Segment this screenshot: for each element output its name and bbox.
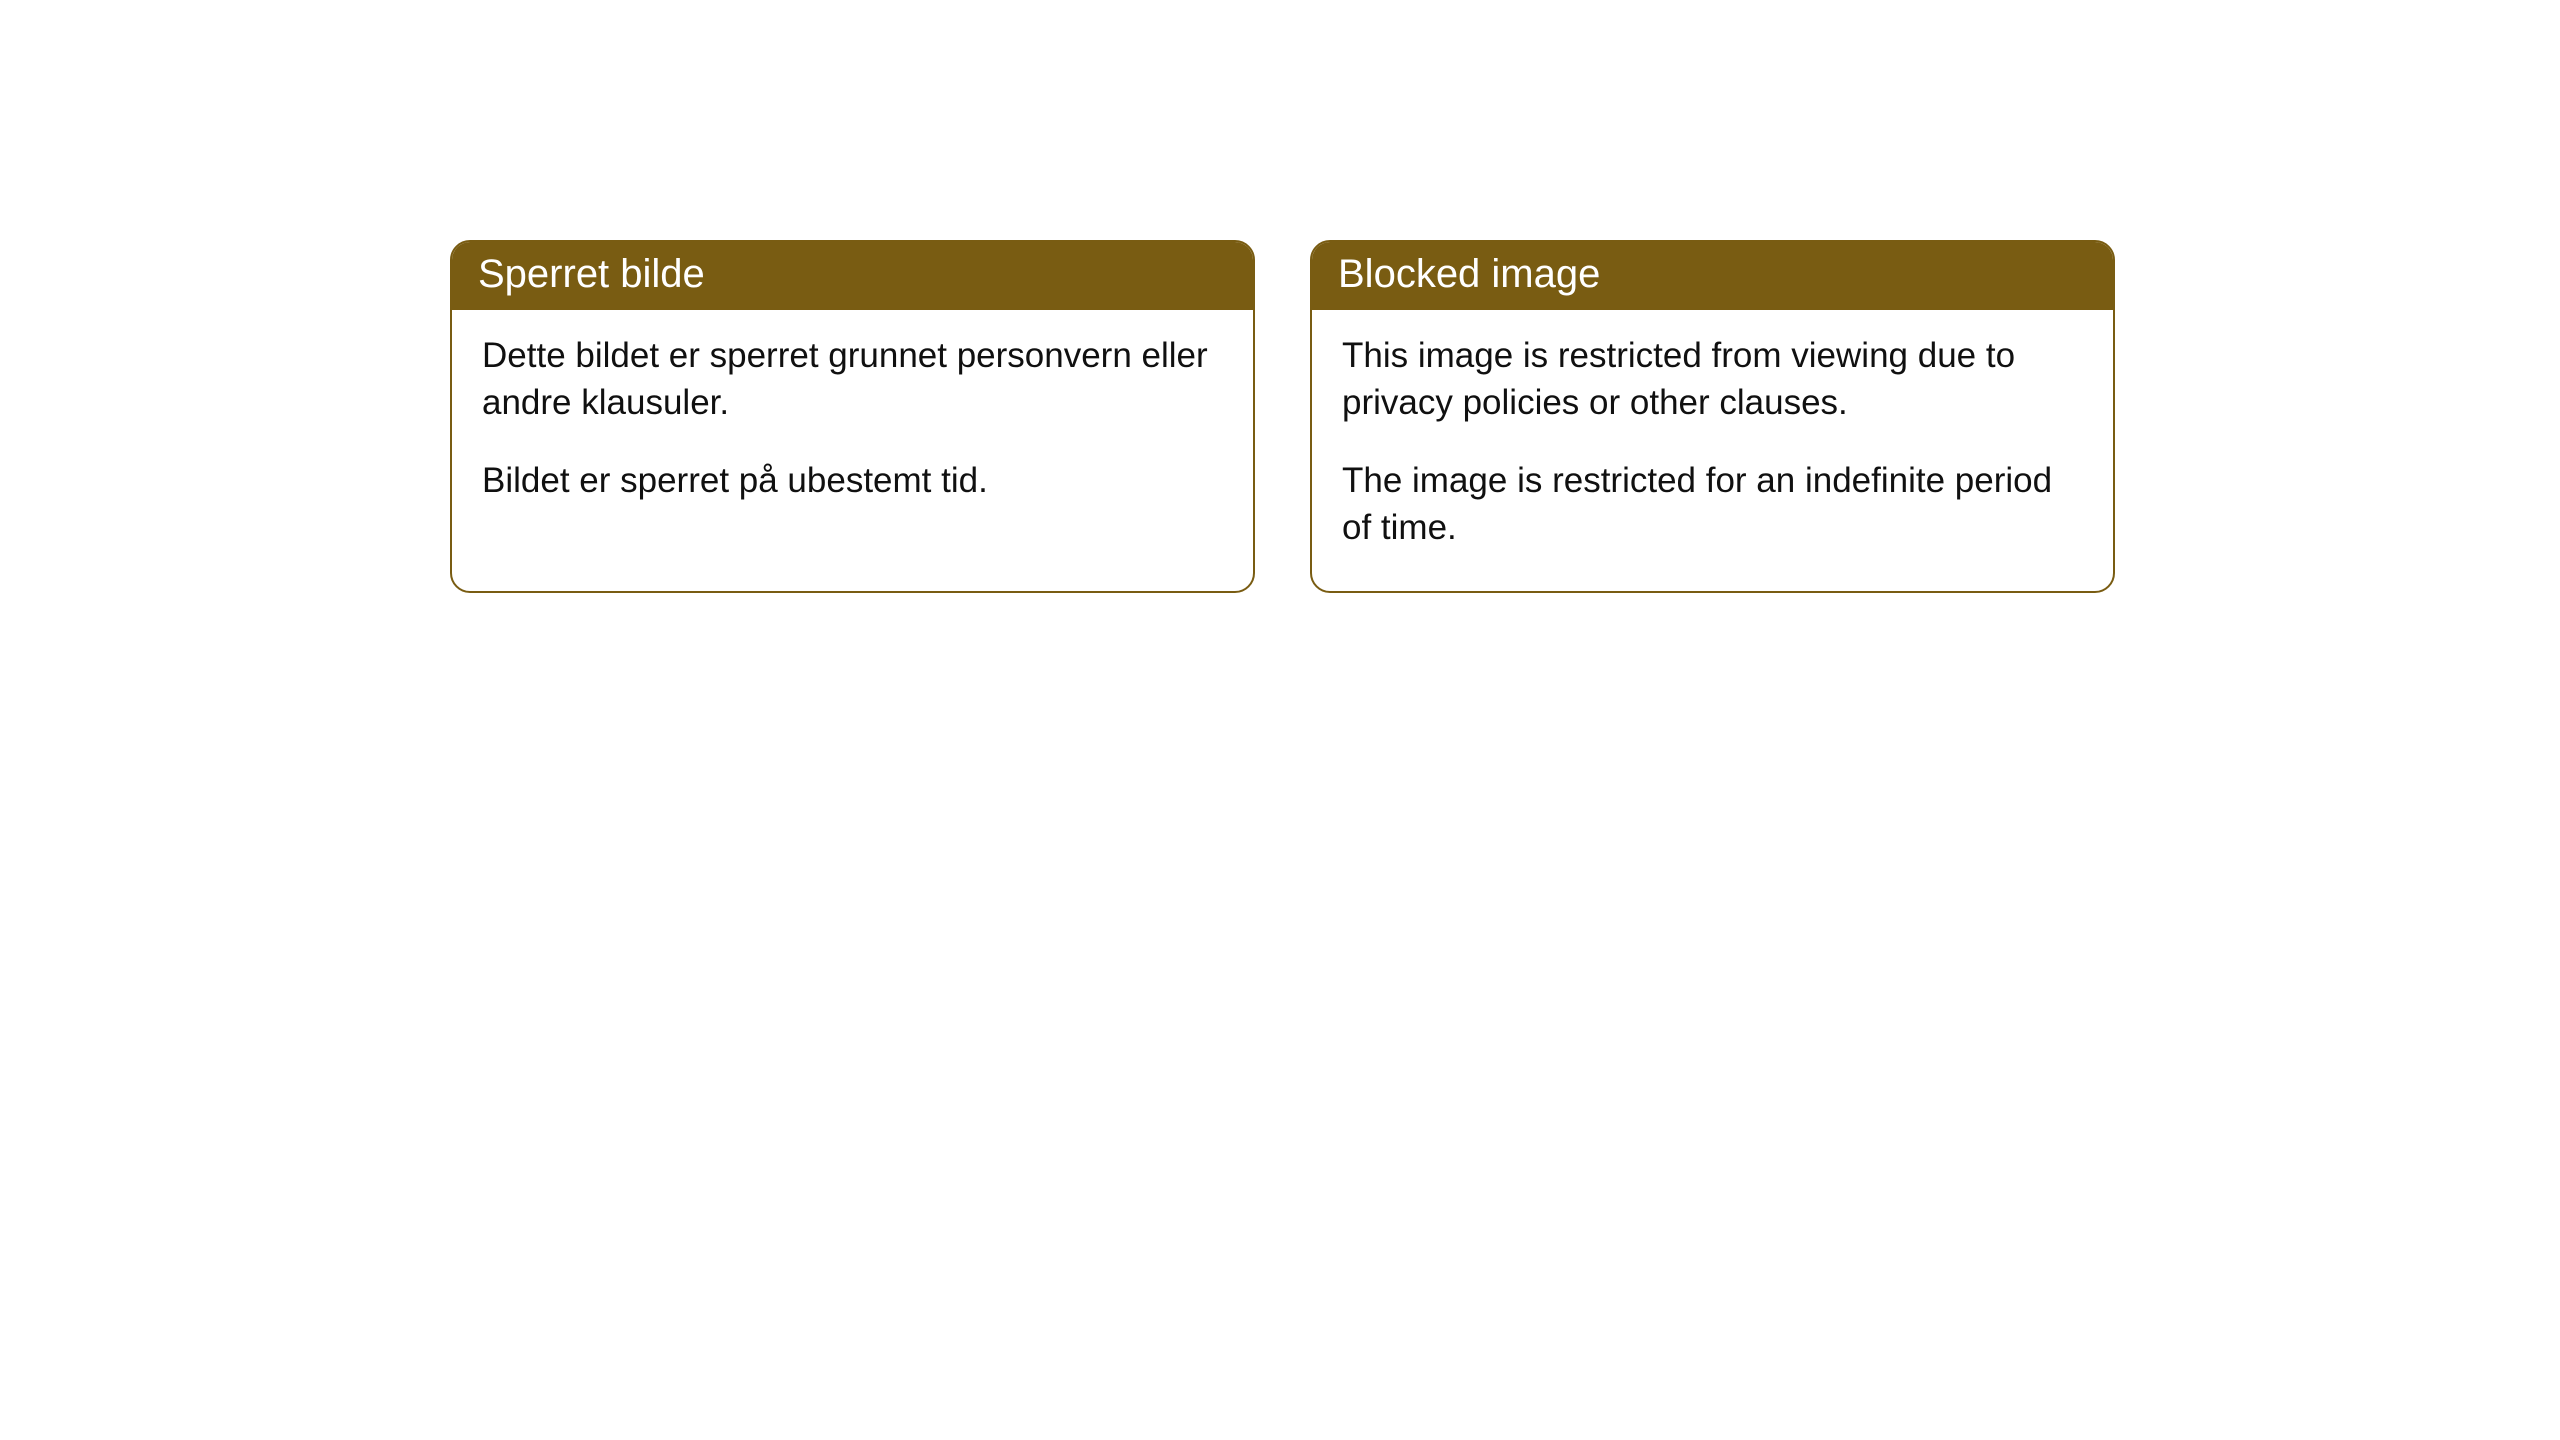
card-header-no: Sperret bilde xyxy=(452,242,1253,310)
card-text-no-2: Bildet er sperret på ubestemt tid. xyxy=(482,457,1223,504)
notice-container: Sperret bilde Dette bildet er sperret gr… xyxy=(0,0,2560,593)
card-text-no-1: Dette bildet er sperret grunnet personve… xyxy=(482,332,1223,427)
blocked-image-card-no: Sperret bilde Dette bildet er sperret gr… xyxy=(450,240,1255,593)
blocked-image-card-en: Blocked image This image is restricted f… xyxy=(1310,240,2115,593)
card-body-no: Dette bildet er sperret grunnet personve… xyxy=(452,310,1253,544)
card-header-en: Blocked image xyxy=(1312,242,2113,310)
card-body-en: This image is restricted from viewing du… xyxy=(1312,310,2113,591)
card-text-en-1: This image is restricted from viewing du… xyxy=(1342,332,2083,427)
card-text-en-2: The image is restricted for an indefinit… xyxy=(1342,457,2083,552)
